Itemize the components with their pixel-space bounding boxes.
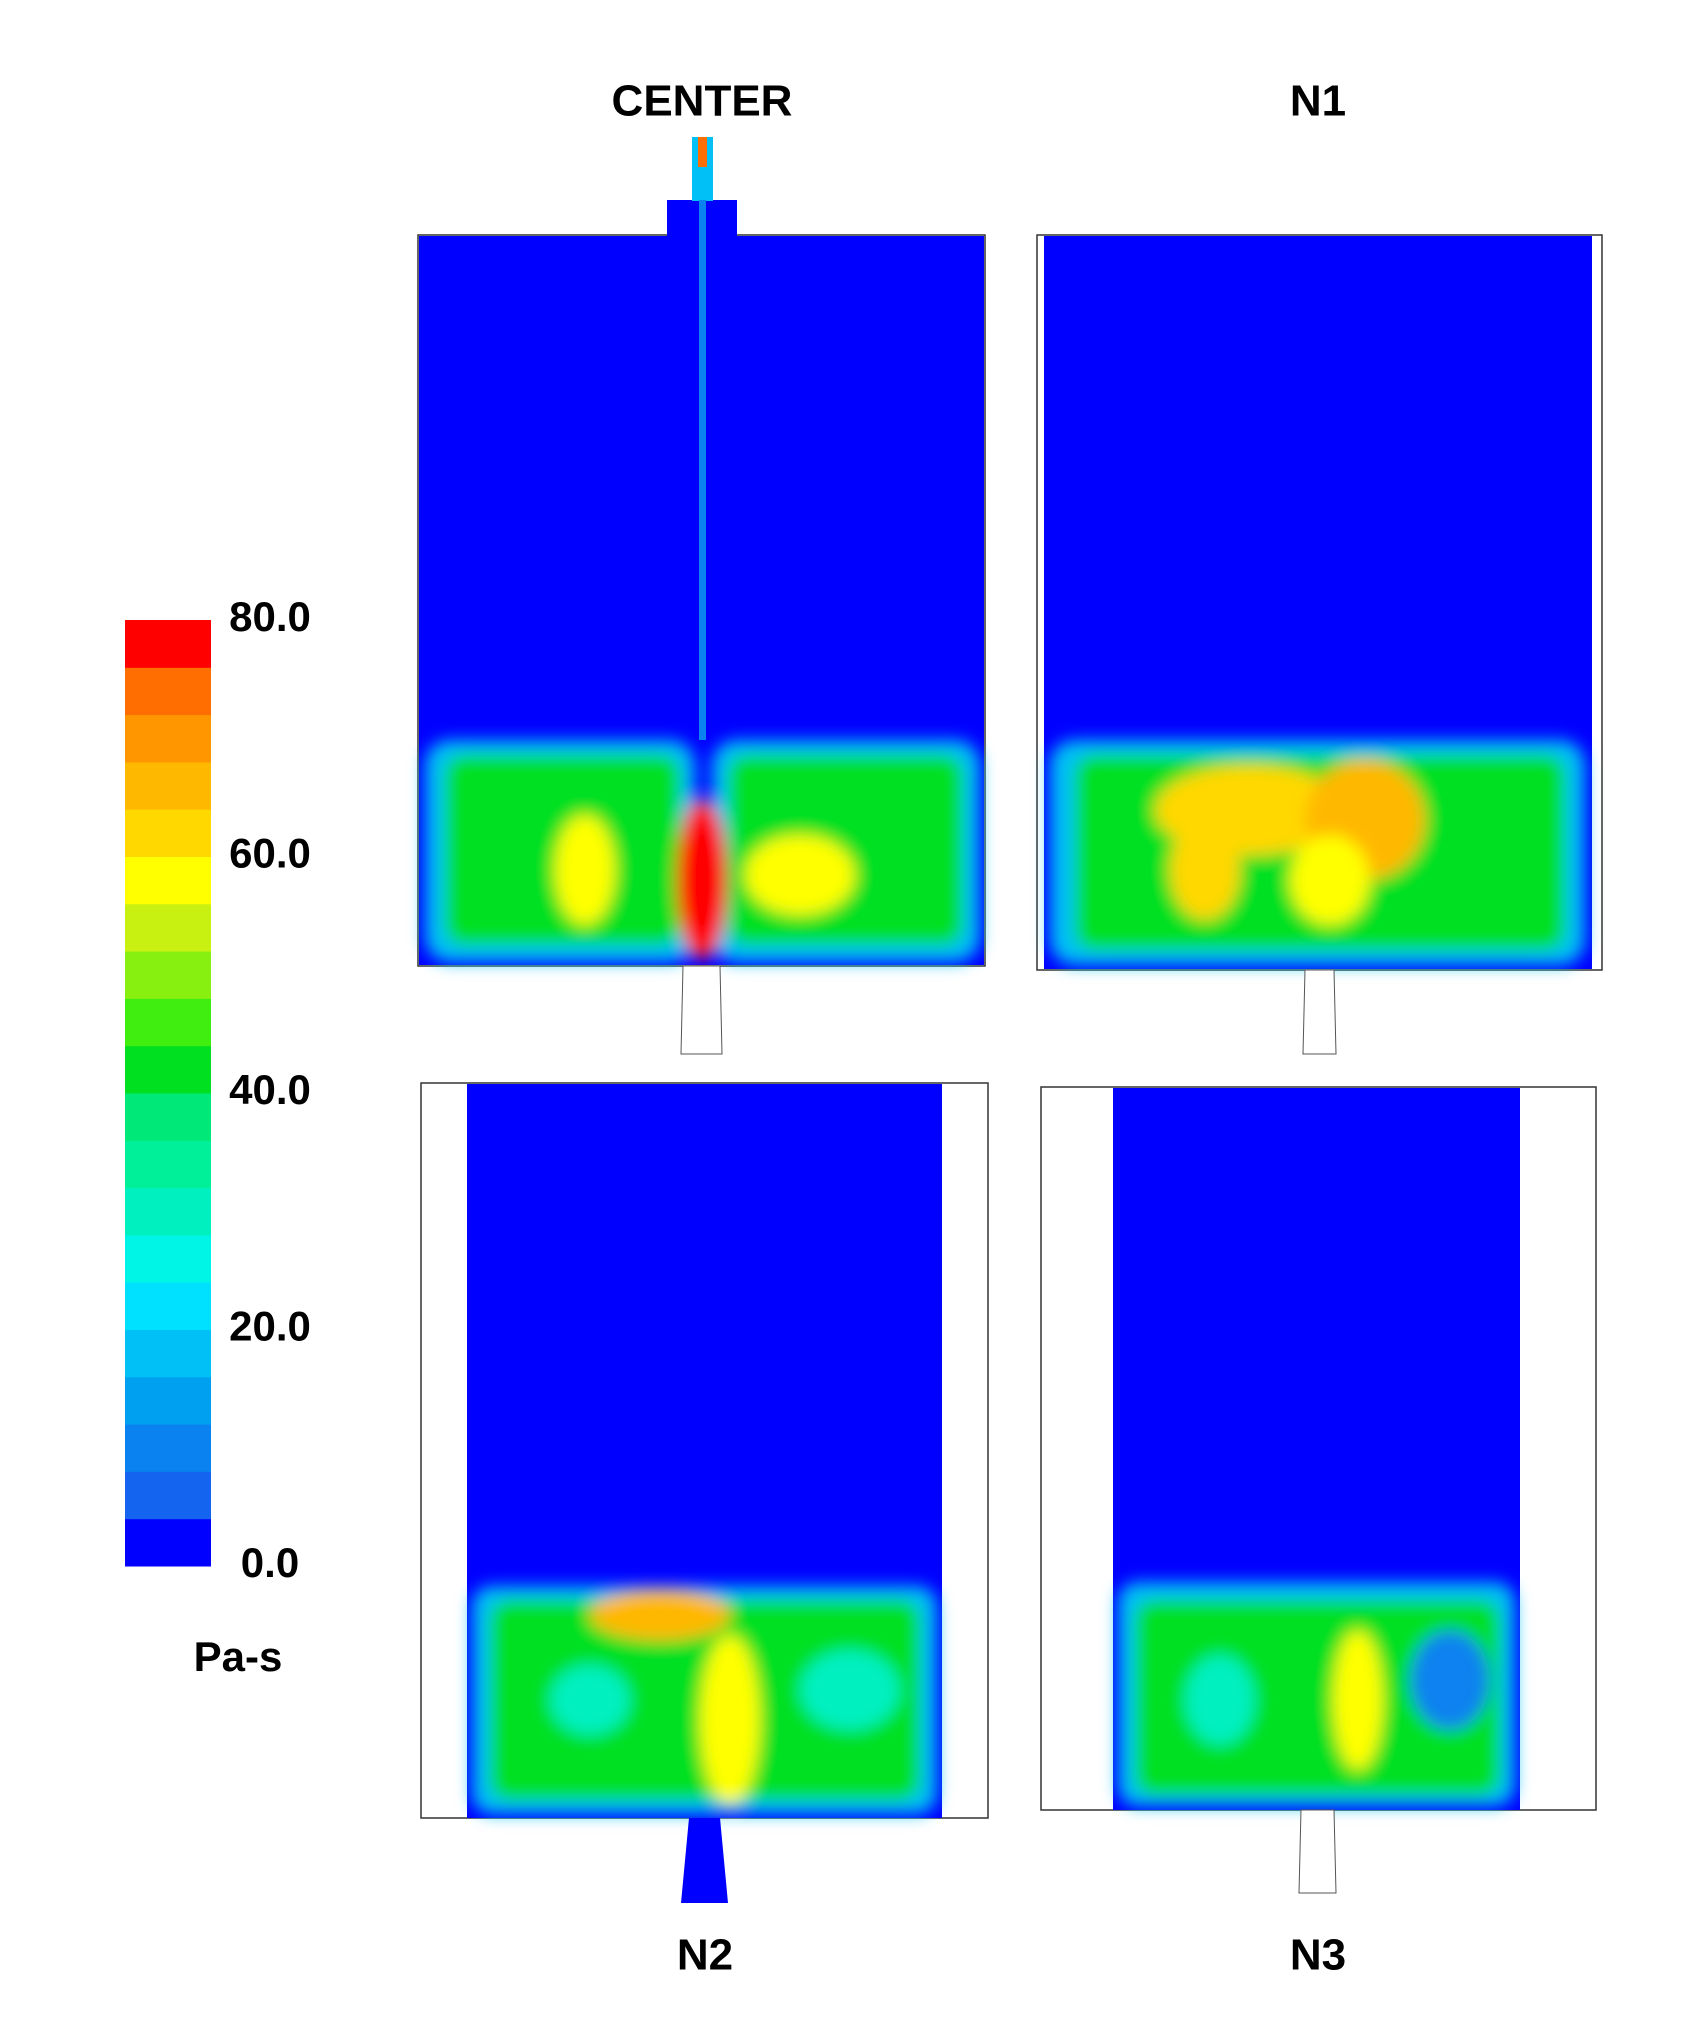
panel-title: N3 [1290, 1931, 1346, 1980]
colorbar-band [125, 761, 211, 810]
panel-title: N2 [677, 1931, 733, 1980]
colorbar-band [125, 1234, 211, 1283]
colorbar-band [125, 1376, 211, 1425]
colorbar-band [125, 809, 211, 857]
jet [699, 200, 706, 740]
colorbar-tick-label: 40.0 [229, 1066, 311, 1113]
contours [472, 1586, 937, 1814]
outlet [1302, 969, 1337, 1055]
colorbar-band [125, 856, 211, 905]
colorbar-band [125, 1329, 211, 1378]
panel-title: CENTER [612, 77, 793, 126]
inlet-core [698, 137, 707, 167]
colorbar-tick-label: 0.0 [241, 1539, 299, 1586]
contours [1118, 1582, 1515, 1806]
panel-n1 [1036, 234, 1603, 1055]
colorbar-label: Pa-s [194, 1633, 283, 1680]
colorbar-band [125, 1282, 211, 1330]
colorbar-tick-label: 80.0 [229, 593, 311, 640]
contours [425, 740, 980, 962]
outlet [681, 1818, 728, 1903]
colorbar-band [125, 1187, 211, 1236]
colorbar-band [125, 1518, 211, 1567]
contours [1050, 740, 1585, 965]
colorbar-band [125, 714, 211, 763]
colorbar-band [125, 903, 211, 952]
panel-title: N1 [1290, 77, 1346, 126]
colorbar-band [125, 998, 211, 1047]
colorbar-band [125, 620, 211, 668]
colorbar-band [125, 1140, 211, 1189]
outlet [1298, 1809, 1337, 1894]
panel-n2 [420, 1082, 989, 1903]
outlet [680, 965, 723, 1055]
colorbar-band [125, 1045, 211, 1094]
colorbar-band [125, 1424, 211, 1472]
colorbar-band [125, 951, 211, 999]
panel-n3 [1040, 1086, 1597, 1894]
colorbar-tick-label: 20.0 [229, 1303, 311, 1350]
inlet [692, 137, 713, 201]
colorbar-tick-label: 60.0 [229, 830, 311, 877]
panel-center [417, 137, 986, 1055]
colorbar-band [125, 1093, 211, 1141]
colorbar-band [125, 667, 211, 716]
colorbar-band [125, 1471, 211, 1520]
